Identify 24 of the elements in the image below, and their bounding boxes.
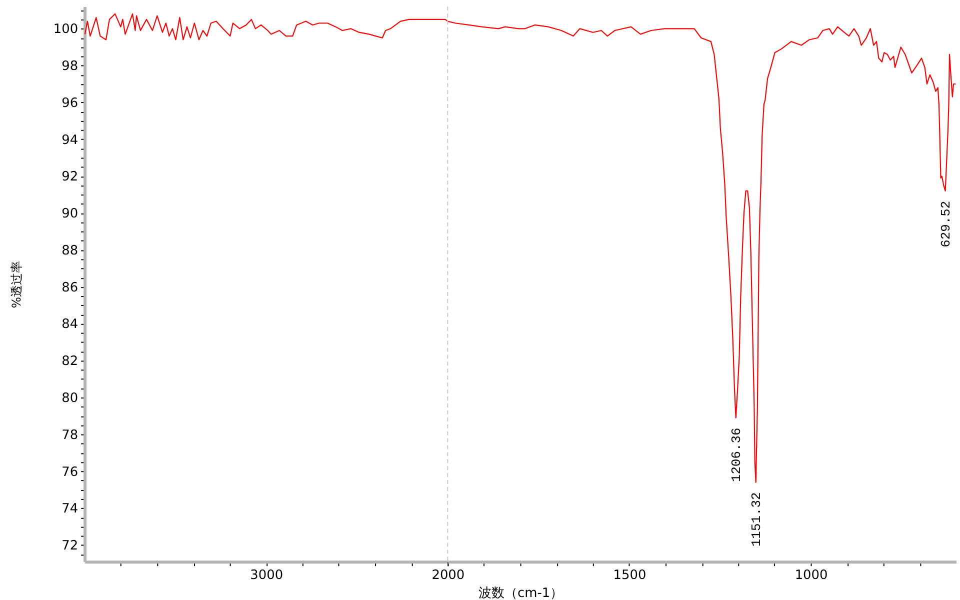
- y-tick-label: 80: [62, 390, 78, 406]
- y-tick-label: 86: [62, 280, 78, 296]
- x-tick-label: 1000: [794, 568, 828, 584]
- y-tick-label: 92: [62, 170, 78, 185]
- x-axis-title: 波数（cm-1）: [478, 586, 564, 600]
- y-tick-label: 98: [62, 59, 78, 74]
- y-tick-label: 78: [62, 428, 78, 443]
- y-tick-label: 94: [62, 132, 78, 148]
- y-tick-label: 76: [62, 464, 78, 480]
- x-tick-label: 2000: [432, 568, 465, 584]
- y-tick-label: 82: [62, 354, 78, 370]
- y-tick-label: 72: [62, 538, 78, 554]
- y-tick-label: 84: [62, 317, 78, 332]
- annotation: 1151.32: [748, 492, 764, 547]
- y-tick-label: 100: [53, 22, 78, 38]
- y-tick-label: 74: [62, 502, 78, 517]
- y-tick-label: 96: [62, 96, 78, 111]
- x-tick-label: 1500: [613, 568, 646, 584]
- y-tick-label: 90: [62, 206, 78, 222]
- annotation: 1206.36: [728, 428, 744, 482]
- x-tick-label: 3000: [250, 568, 284, 584]
- annotation: 629.52: [938, 200, 954, 248]
- y-axis-title: %透过率: [9, 260, 24, 308]
- y-tick-label: 88: [62, 243, 78, 258]
